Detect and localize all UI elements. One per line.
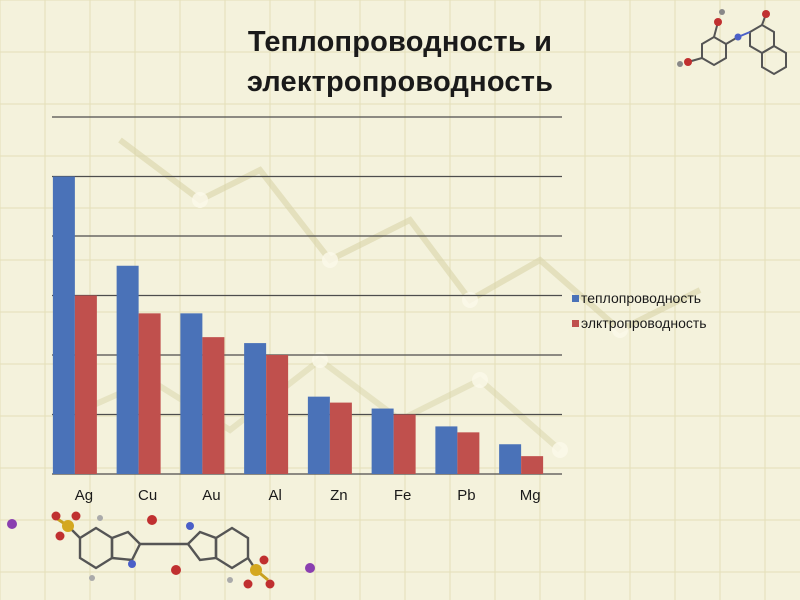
bar-electrical-fe [394, 415, 416, 475]
bar-electrical-mg [521, 456, 543, 474]
x-tick-label: Cu [138, 487, 157, 504]
bar-thermal-mg [499, 444, 521, 474]
x-tick-label: Ag [75, 487, 93, 504]
bar-thermal-ag [53, 177, 75, 475]
legend-swatch [572, 320, 579, 327]
bar-thermal-fe [372, 409, 394, 474]
bar-electrical-al [266, 355, 288, 474]
bar-electrical-cu [139, 313, 161, 474]
legend-swatch [572, 295, 579, 302]
bar-electrical-au [202, 337, 224, 474]
bar-electrical-pb [457, 432, 479, 474]
legend-label: элктропроводность [581, 315, 707, 331]
x-tick-label: Mg [520, 487, 541, 504]
bar-electrical-zn [330, 403, 352, 474]
bar-electrical-ag [75, 296, 97, 475]
legend-label: теплопроводность [581, 290, 701, 306]
bar-thermal-zn [308, 397, 330, 474]
bar-thermal-au [180, 313, 202, 474]
x-tick-label: Zn [330, 487, 348, 504]
x-tick-label: Pb [457, 487, 475, 504]
bar-thermal-al [244, 343, 266, 474]
bar-thermal-pb [435, 426, 457, 474]
x-tick-label: Fe [394, 487, 412, 504]
x-tick-label: Au [202, 487, 220, 504]
x-tick-label: Al [268, 487, 281, 504]
bar-thermal-cu [117, 266, 139, 474]
